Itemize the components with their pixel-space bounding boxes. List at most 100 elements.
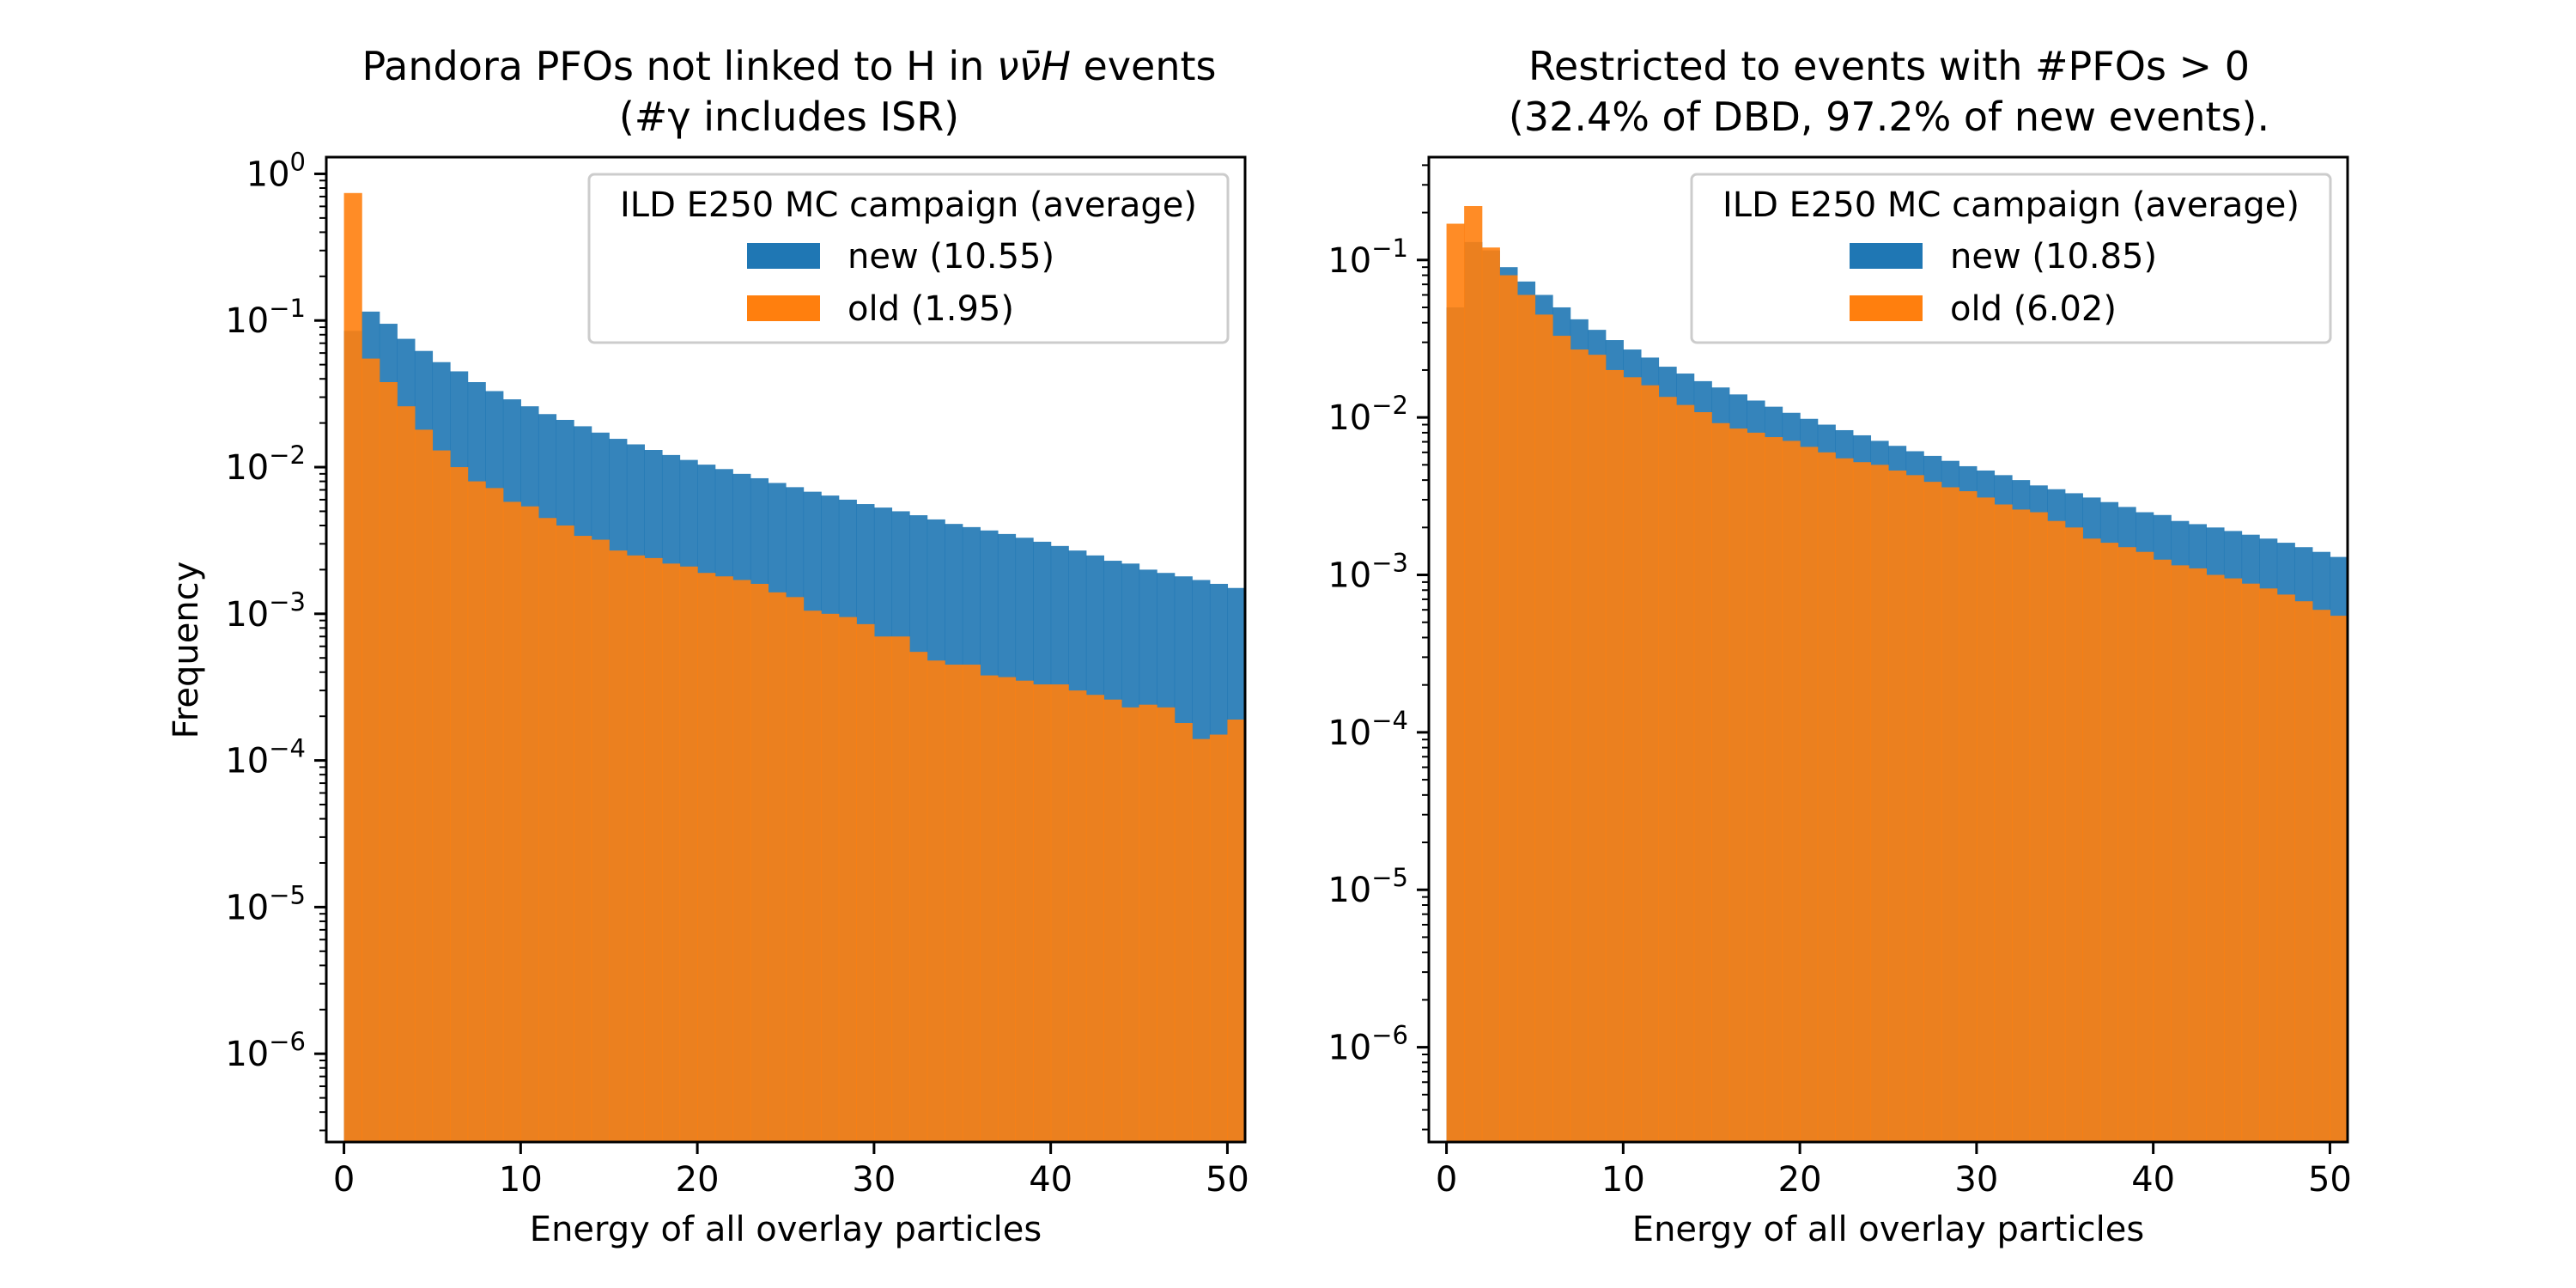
- right-y-tick-label: 10−1: [1327, 234, 1408, 281]
- right-bar-old: [2171, 565, 2190, 1142]
- left-bar-old: [1068, 690, 1087, 1142]
- left-legend-label-new: new (10.55): [848, 237, 1054, 276]
- left-legend-swatch-old: [747, 295, 820, 321]
- left-bar-old: [1033, 684, 1052, 1142]
- right-bar-old: [1676, 404, 1695, 1142]
- right-bar-old: [1941, 487, 1959, 1142]
- right-bar-old: [1764, 437, 1783, 1142]
- right-bar-old: [1852, 462, 1872, 1142]
- right-legend-label-new: new (10.85): [1950, 237, 2157, 276]
- left-bar-old: [644, 557, 663, 1142]
- left-bar-old: [1192, 738, 1211, 1142]
- left-bar-old: [661, 563, 681, 1142]
- right-plot-frame: [1427, 155, 2349, 1144]
- right-bar-old: [2029, 512, 2048, 1142]
- right-bar-old: [2012, 509, 2031, 1142]
- right-bar-old: [2276, 594, 2295, 1142]
- right-bar-old: [2047, 520, 2066, 1142]
- right-bar-old: [1905, 475, 1924, 1142]
- left-bar-old: [467, 481, 486, 1142]
- right-x-axis-label: Energy of all overlay particles: [1632, 1210, 2144, 1249]
- right-bar-old: [1570, 349, 1589, 1142]
- right-chart: Restricted to events with #PFOs > 0 (32.…: [1327, 43, 2352, 1249]
- right-bar-old: [2153, 559, 2172, 1142]
- right-x-tick-label: 30: [1954, 1160, 1998, 1200]
- left-bar-old: [821, 613, 840, 1142]
- left-bar-old: [379, 382, 398, 1142]
- right-bar-old: [1994, 504, 2013, 1142]
- right-bar-old: [1923, 482, 1942, 1142]
- left-x-tick-label: 50: [1206, 1160, 1249, 1200]
- right-bar-old: [1782, 440, 1801, 1142]
- left-bar-old: [997, 677, 1017, 1142]
- left-bar-old: [626, 555, 645, 1142]
- left-plot-frame: [325, 155, 1247, 1144]
- right-bar-old: [1747, 432, 1765, 1142]
- left-bar-old: [856, 623, 875, 1142]
- left-bar-old: [520, 506, 539, 1142]
- right-y-tick-label: 10−3: [1327, 549, 1408, 596]
- right-bar-old: [1959, 491, 1978, 1142]
- right-bar-old: [1817, 452, 1836, 1142]
- right-bar-old: [2330, 616, 2348, 1142]
- left-legend-label-old: old (1.95): [848, 289, 1014, 329]
- right-bar-old: [2188, 568, 2207, 1142]
- left-x-tick-label: 20: [676, 1160, 720, 1200]
- left-bar-old: [485, 488, 504, 1142]
- right-chart-title-line2: (32.4% of DBD, 97.2% of new events).: [1509, 94, 2269, 140]
- right-bar-old: [2294, 601, 2313, 1142]
- right-bar-old: [1446, 223, 1465, 1142]
- left-y-tick-label: 10−6: [225, 1027, 306, 1074]
- right-legend-swatch-old: [1850, 295, 1923, 321]
- left-x-axis: 0 10 20 30 40 50: [333, 1142, 1249, 1200]
- left-bar-old: [732, 580, 751, 1142]
- right-bar-old: [2241, 583, 2260, 1142]
- left-bar-old: [962, 665, 981, 1142]
- right-bar-old: [1516, 295, 1536, 1143]
- right-legend-label-old: old (6.02): [1950, 289, 2117, 329]
- left-y-tick-label: 10−2: [225, 440, 306, 488]
- left-x-axis-label: Energy of all overlay particles: [530, 1210, 1042, 1249]
- left-y-tick-label: 10−3: [225, 587, 306, 635]
- left-bar-old: [803, 611, 822, 1142]
- right-bar-old: [2136, 551, 2154, 1142]
- left-y-tick-label: 10−5: [225, 880, 306, 927]
- left-bar-old: [1227, 720, 1246, 1142]
- left-bar-old: [873, 636, 893, 1142]
- right-y-tick-label: 10−4: [1327, 706, 1408, 753]
- right-bar-old: [1976, 497, 1996, 1142]
- right-bar-old: [1552, 336, 1571, 1142]
- right-bar-old: [2099, 543, 2119, 1142]
- right-y-tick-label: 10−2: [1327, 391, 1408, 438]
- right-bar-old: [1888, 470, 1907, 1142]
- left-bar-old: [945, 665, 963, 1142]
- left-y-tick-label: 100: [246, 147, 306, 194]
- left-bar-old: [1209, 734, 1229, 1142]
- right-bar-old: [1640, 385, 1660, 1143]
- left-bar-old: [679, 566, 698, 1142]
- right-y-axis: 10−1 10−2 10−3 10−4 10−5 10−6: [1327, 164, 1429, 1131]
- right-bar-old: [1481, 247, 1500, 1142]
- left-legend: ILD E250 MC campaign (average) new (10.5…: [587, 173, 1230, 344]
- right-bar-old: [1588, 355, 1607, 1142]
- left-bar-old: [838, 617, 857, 1142]
- right-x-tick-label: 50: [2308, 1160, 2352, 1200]
- right-bar-old: [2223, 578, 2243, 1142]
- left-x-tick-label: 0: [333, 1160, 355, 1200]
- right-bar-old: [2312, 610, 2331, 1142]
- left-series-old-bars: [343, 192, 1246, 1143]
- left-bar-old: [1015, 680, 1034, 1142]
- left-x-tick-label: 10: [499, 1160, 543, 1200]
- right-legend-title: ILD E250 MC campaign (average): [1722, 185, 2300, 225]
- left-chart-title-line1: Pandora PFOs not linked to H in νν̄H eve…: [361, 43, 1216, 89]
- right-legend-swatch-new: [1850, 243, 1923, 269]
- left-bar-old: [609, 550, 628, 1142]
- right-y-tick-label: 10−5: [1327, 863, 1408, 910]
- right-bar-old: [1870, 465, 1889, 1142]
- left-bar-old: [414, 429, 434, 1142]
- left-bar-old: [432, 450, 451, 1142]
- right-series-old-bars: [1446, 205, 2348, 1143]
- right-bar-old: [2064, 527, 2083, 1142]
- right-bar-old: [2082, 538, 2101, 1142]
